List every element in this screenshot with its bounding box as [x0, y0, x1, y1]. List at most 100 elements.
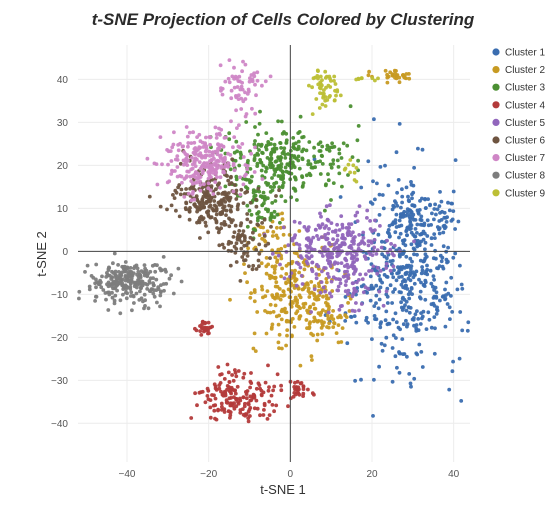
legend-item[interactable]: Cluster 4 [492, 100, 545, 111]
data-point [231, 145, 235, 150]
data-point [244, 120, 249, 124]
data-point [242, 262, 246, 266]
data-point [326, 172, 330, 177]
data-point [352, 170, 357, 175]
data-point [227, 239, 231, 244]
data-point [96, 282, 101, 287]
data-point [200, 199, 205, 204]
legend-item[interactable]: Cluster 7 [492, 153, 545, 164]
data-point [212, 203, 217, 208]
y-tick-label: −20 [51, 333, 68, 344]
data-point [330, 229, 335, 234]
data-point [339, 214, 344, 219]
data-point [237, 234, 241, 239]
data-point [203, 153, 208, 158]
data-point [255, 218, 260, 223]
data-point [377, 213, 382, 217]
chart-title: t-SNE Projection of Cells Colored by Clu… [92, 10, 475, 29]
data-point [339, 156, 344, 160]
data-point [135, 266, 140, 271]
data-point [433, 326, 437, 331]
data-point [248, 220, 253, 224]
data-point [161, 255, 166, 259]
data-point [401, 322, 406, 327]
data-point [200, 155, 204, 160]
data-point [266, 388, 271, 393]
data-point [112, 298, 117, 303]
data-point [123, 275, 128, 279]
data-point [207, 198, 212, 202]
data-point [350, 155, 355, 160]
data-point [342, 167, 347, 172]
data-point [432, 351, 437, 356]
data-point [171, 193, 175, 197]
y-tick-label: 40 [57, 75, 69, 86]
data-point [280, 217, 285, 222]
data-point [126, 279, 131, 284]
data-point [312, 315, 317, 320]
data-point [423, 278, 428, 283]
data-point [227, 137, 232, 142]
data-point [318, 86, 323, 91]
data-point [245, 212, 250, 216]
data-point [403, 243, 408, 248]
data-point [383, 68, 388, 73]
data-point [412, 247, 417, 252]
data-point [165, 207, 169, 212]
data-point [270, 176, 274, 180]
data-point [311, 165, 315, 170]
data-point [252, 158, 257, 163]
data-point [256, 223, 260, 227]
data-point [89, 274, 94, 278]
data-point [271, 310, 276, 314]
legend-item[interactable]: Cluster 5 [492, 118, 545, 129]
legend-swatch [492, 154, 500, 162]
data-point [329, 294, 334, 299]
data-point [318, 80, 323, 85]
data-point [244, 177, 249, 182]
data-point [152, 294, 157, 299]
data-point [106, 268, 111, 272]
data-point [231, 161, 236, 166]
data-point [318, 172, 323, 176]
legend-item[interactable]: Cluster 2 [492, 65, 545, 76]
legend-item[interactable]: Cluster 3 [492, 83, 545, 94]
data-point [241, 395, 246, 400]
data-point [371, 264, 376, 269]
data-point [201, 169, 206, 174]
data-point [451, 255, 456, 260]
data-point [307, 295, 312, 299]
data-point [400, 73, 405, 78]
data-point [337, 248, 341, 252]
data-point [284, 272, 289, 276]
data-point [240, 142, 245, 146]
data-point [441, 244, 446, 249]
data-point [206, 181, 211, 186]
legend-item[interactable]: Cluster 8 [492, 171, 545, 182]
data-point [378, 325, 383, 330]
data-point [261, 225, 265, 230]
data-point [269, 393, 274, 398]
data-point [239, 187, 244, 192]
data-point [209, 215, 214, 220]
data-point [437, 264, 442, 268]
data-point [130, 308, 134, 313]
data-point [339, 261, 344, 265]
data-point [248, 394, 253, 399]
data-point [252, 406, 257, 411]
data-point [182, 177, 187, 181]
data-point [309, 310, 313, 314]
data-point [101, 288, 106, 292]
data-point [399, 305, 404, 310]
data-point [221, 393, 226, 398]
legend-item[interactable]: Cluster 9 [492, 188, 545, 199]
legend-item[interactable]: Cluster 1 [492, 48, 545, 59]
data-point [374, 301, 378, 305]
legend-item[interactable]: Cluster 6 [492, 136, 545, 147]
data-point [336, 323, 341, 327]
data-point [238, 175, 243, 180]
data-point [349, 222, 354, 227]
data-point [255, 310, 260, 314]
data-point [433, 202, 437, 207]
